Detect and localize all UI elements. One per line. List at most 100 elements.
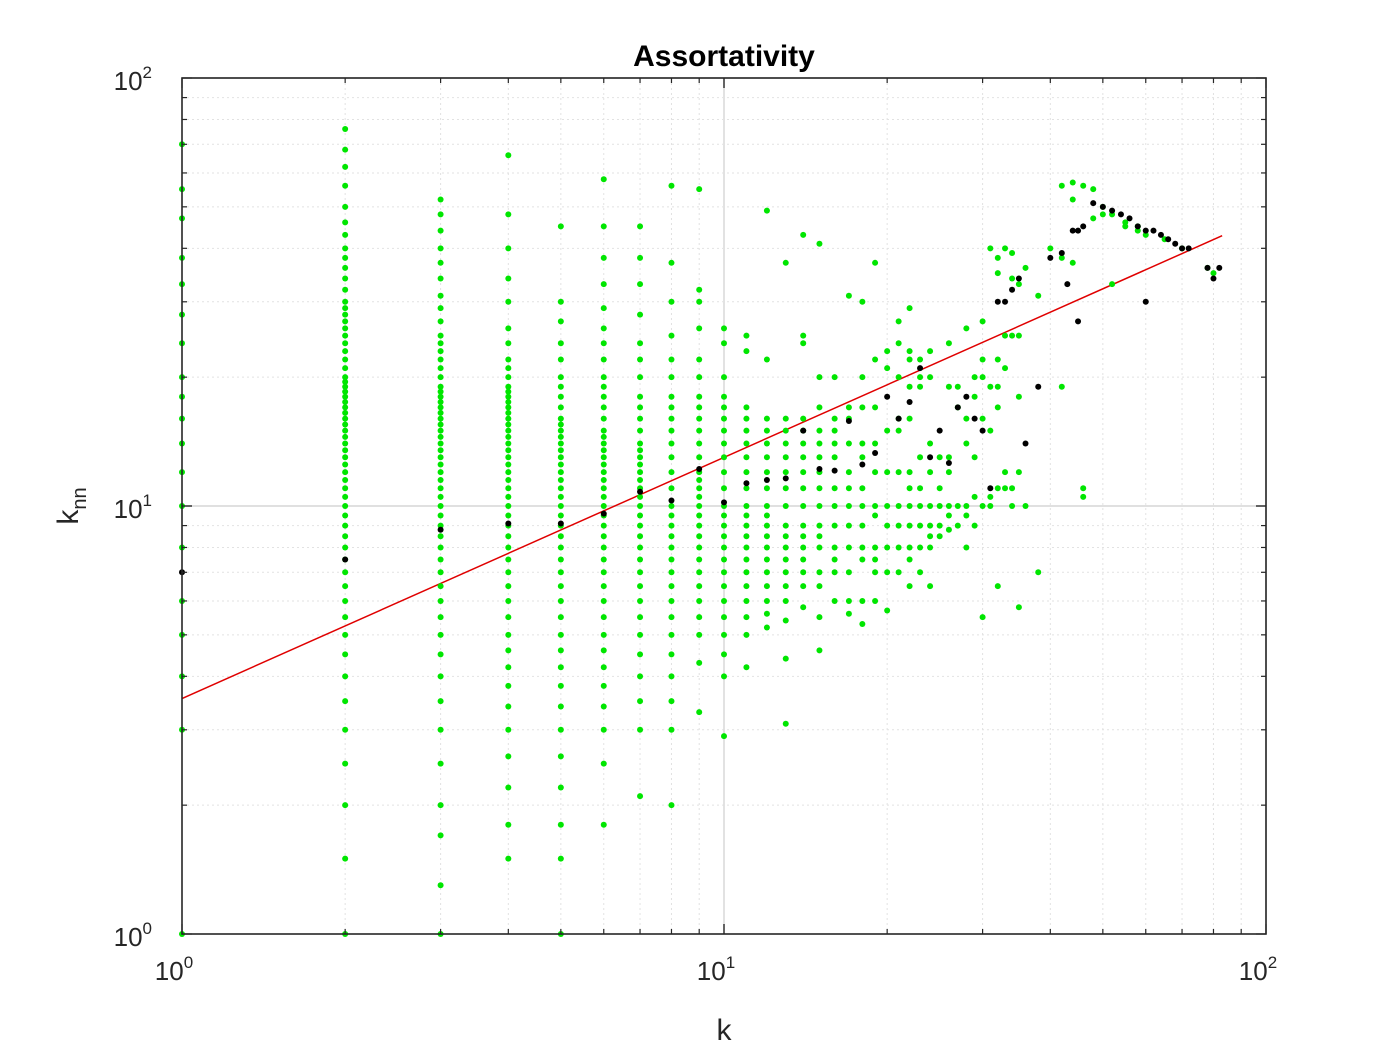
node-point <box>342 245 349 252</box>
node-point <box>782 427 789 434</box>
node-point <box>721 673 727 680</box>
node-point <box>557 421 564 428</box>
node-point <box>782 556 789 563</box>
node-point <box>859 522 866 529</box>
node-point <box>557 440 564 447</box>
average-point <box>1210 275 1217 282</box>
node-point <box>437 388 444 395</box>
node-point <box>906 383 913 390</box>
average-point <box>895 415 902 422</box>
node-point <box>437 461 444 468</box>
average-point <box>1009 286 1016 293</box>
node-point <box>505 682 512 689</box>
node-point <box>936 503 943 509</box>
node-point <box>1022 503 1029 509</box>
node-point <box>963 415 970 422</box>
node-point <box>831 440 838 447</box>
node-point <box>816 647 823 654</box>
average-point <box>1002 298 1009 305</box>
node-point <box>505 340 512 347</box>
node-point <box>696 485 703 492</box>
node-point <box>1002 469 1009 476</box>
average-point <box>1157 231 1164 238</box>
node-point <box>800 231 807 238</box>
node-point <box>859 544 866 551</box>
node-point <box>831 569 838 576</box>
node-point <box>342 340 349 347</box>
node-point <box>884 469 891 476</box>
node-point <box>936 533 943 540</box>
node-point <box>557 533 564 540</box>
node-point <box>505 647 512 654</box>
node-point <box>1047 245 1054 252</box>
average-point <box>1069 227 1076 234</box>
average-point <box>1216 264 1223 271</box>
node-point <box>816 569 823 576</box>
node-point <box>782 259 789 266</box>
average-point <box>721 499 727 506</box>
node-point <box>945 383 952 390</box>
node-point <box>872 556 879 563</box>
node-point <box>668 651 675 658</box>
average-point <box>1172 240 1179 247</box>
node-point <box>557 503 564 509</box>
node-point <box>721 512 727 519</box>
node-point <box>1069 179 1076 186</box>
node-point <box>637 281 644 288</box>
node-point <box>906 415 913 422</box>
node-point <box>800 415 807 422</box>
node-point <box>505 469 512 476</box>
node-point <box>600 440 607 447</box>
node-point <box>668 182 675 189</box>
node-point <box>437 318 444 325</box>
node-point <box>763 454 770 461</box>
average-point <box>763 477 770 484</box>
average-point <box>971 415 978 422</box>
node-point <box>557 318 564 325</box>
node-point <box>696 356 703 363</box>
node-point <box>831 597 838 604</box>
node-point <box>1035 569 1042 576</box>
node-point <box>437 348 444 355</box>
average-point <box>979 427 986 434</box>
node-point <box>437 760 444 767</box>
node-point <box>505 485 512 492</box>
node-point <box>845 469 852 476</box>
node-point <box>800 569 807 576</box>
x-tick-label-exponent: 1 <box>726 953 735 972</box>
average-point <box>994 298 1001 305</box>
node-point <box>743 614 750 621</box>
node-point <box>743 415 750 422</box>
node-point <box>600 631 607 638</box>
node-point <box>505 325 512 332</box>
node-point <box>895 569 902 576</box>
node-point <box>987 383 994 390</box>
node-point <box>845 569 852 576</box>
node-point <box>945 454 952 461</box>
node-point <box>505 404 512 411</box>
node-points-series <box>179 126 1217 937</box>
node-point <box>696 427 703 434</box>
node-point <box>721 454 727 461</box>
y-tick-label-base: 10 <box>114 66 143 96</box>
node-point <box>763 522 770 529</box>
node-point <box>936 522 943 529</box>
node-point <box>816 440 823 447</box>
y-tick-label-base: 10 <box>114 494 143 524</box>
node-point <box>342 503 349 509</box>
node-point <box>906 469 913 476</box>
node-point <box>721 440 727 447</box>
node-point <box>505 275 512 282</box>
average-point <box>859 461 866 468</box>
node-point <box>800 340 807 347</box>
node-point <box>600 404 607 411</box>
node-point <box>927 440 934 447</box>
node-point <box>872 440 879 447</box>
node-point <box>927 522 934 529</box>
node-point <box>782 569 789 576</box>
node-point <box>557 512 564 519</box>
node-point <box>600 325 607 332</box>
node-point <box>342 182 349 189</box>
